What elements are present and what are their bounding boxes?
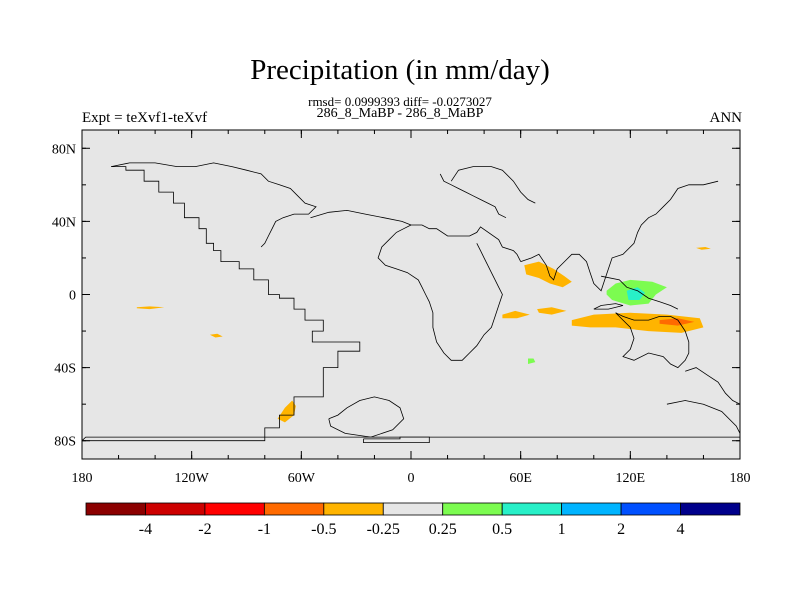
coastline-segment [377,224,503,361]
colorbar-label: 0.5 [492,521,512,538]
colorbar-label: -2 [198,521,211,538]
colorbar-swatch [680,502,741,516]
coastline-segment [82,166,361,442]
x-tick-label: 60E [509,471,532,486]
coastline-segment [520,180,719,292]
x-tick-label: 120E [616,471,646,486]
case-label: 286_8_MaBP - 286_8_MaBP [316,106,484,121]
y-tick-label: 40S [54,362,76,377]
coastline-segment [328,396,405,438]
colorbar-swatch [85,502,146,516]
coastline-segment [411,224,522,262]
coastline-segment [593,303,624,310]
coastline-segment [615,312,690,369]
y-tick-label: 0 [69,289,76,304]
colorbar-label: -4 [139,521,152,538]
coastline-segment [82,436,740,441]
chart-title: Precipitation (in mm/day) [250,54,550,86]
colorbar-swatch [620,502,681,516]
colorbar-label: 0.25 [429,521,457,538]
colorbar-swatch [561,502,622,516]
anomaly-west-pacific-north-blob [696,247,711,250]
coastline-segment [601,275,679,310]
colorbar-label: 4 [677,521,685,538]
x-tick-label: 60W [288,471,316,486]
colorbar-swatch [442,502,503,516]
anomaly-south-pacific-blob [209,333,223,338]
anomaly-maritime-continent-band [571,312,704,333]
experiment-label: Expt = teXvf1-teXvf [82,110,208,126]
anomaly-maritime-continent-core [659,318,695,326]
colorbar-label: 1 [558,521,566,538]
anomaly-indian-ocean-blob-1 [502,310,530,319]
y-tick-label: 40N [52,215,76,230]
axis-ticks: 180 120W 60W 0 60E 120E 180 80N 40N 0 40S 80S [52,130,751,486]
colorbar: -4 -2 -1 -0.5 -0.25 0.25 0.5 1 2 4 [85,502,741,538]
y-tick-label: 80S [54,435,76,450]
coastline-segment [666,400,740,434]
x-tick-label: 0 [408,471,415,486]
colorbar-swatch [204,502,265,516]
coastline-segment [111,162,317,248]
coastlines [82,162,740,444]
colorbar-swatch [382,502,444,516]
season-label: ANN [709,110,743,126]
colorbar-label: -1 [258,521,271,538]
colorbar-swatch [263,502,325,516]
anomaly-india-blob [524,261,572,288]
x-tick-label: 180 [72,471,93,486]
colorbar-label: -0.25 [367,521,400,538]
anomaly-patagonia-blob [277,400,296,423]
colorbar-swatch [323,502,384,516]
coastline-segment [439,173,507,219]
y-tick-label: 80N [52,142,76,157]
colorbar-label: 2 [617,521,625,538]
colorbar-swatch [145,502,206,516]
anomaly-indian-ocean-blob-2 [537,307,567,315]
anomaly-arabian-sea-positive [528,358,536,364]
rmsd-diff-stats: rmsd= 0.0999393 diff= -0.0273027 [308,94,492,109]
coastline-segment [450,166,536,204]
anomaly-east-pacific-blob [136,306,165,310]
colorbar-label: -0.5 [311,521,336,538]
colorbar-swatch [501,502,563,516]
coastline-segment [310,209,412,226]
anomaly-indonesia-positive-core [626,287,645,300]
x-tick-label: 180 [730,471,751,486]
coastline-segment [685,367,740,405]
x-tick-label: 120W [175,471,210,486]
